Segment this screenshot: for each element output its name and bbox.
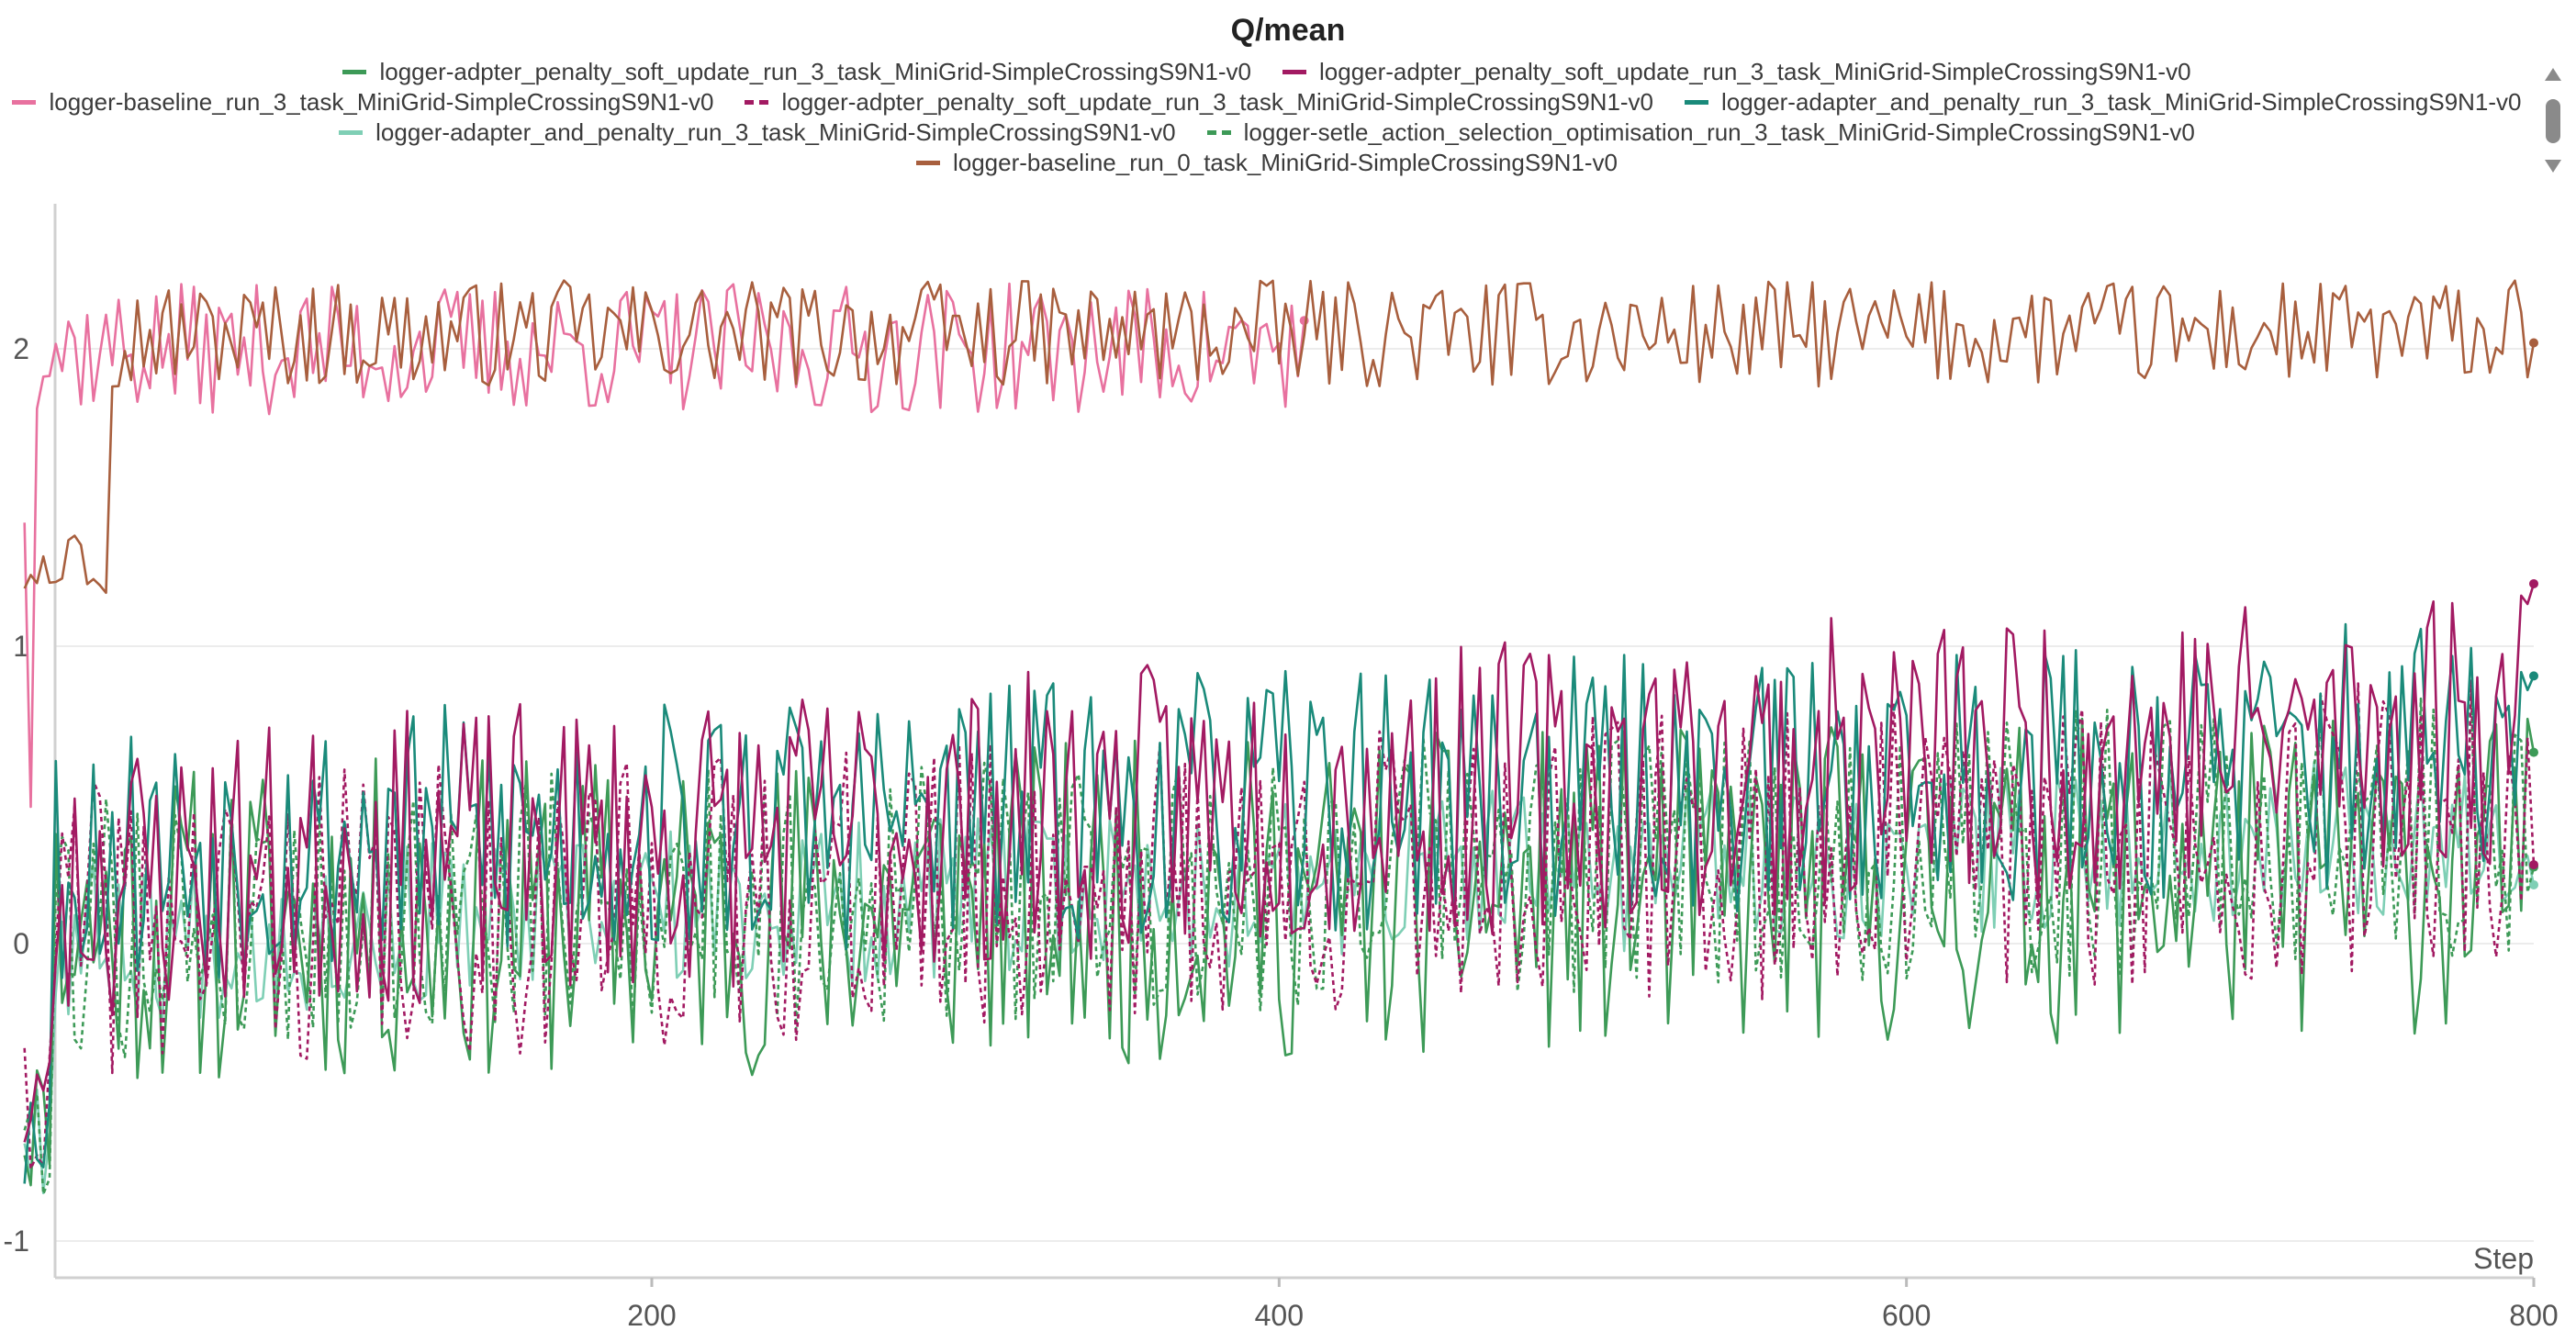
series-line[interactable] xyxy=(23,279,2536,595)
x-tick-label: 600 xyxy=(1882,1299,1931,1332)
legend-label: logger-adpter_penalty_soft_update_run_3_… xyxy=(379,58,1251,85)
legend-row: logger-baseline_run_0_task_MiniGrid-Simp… xyxy=(0,148,2534,178)
y-tick-label: 2 xyxy=(13,332,29,365)
y-tick-label: 0 xyxy=(13,927,29,960)
chart-title: Q/mean xyxy=(1230,13,1346,48)
series-line[interactable] xyxy=(23,622,2536,1184)
legend-swatch xyxy=(745,100,769,105)
y-tick-label: 1 xyxy=(13,630,29,663)
series-line[interactable] xyxy=(23,692,2536,1196)
legend-item[interactable]: logger-adapter_and_penalty_run_3_task_Mi… xyxy=(1685,88,2522,117)
scroll-down-icon[interactable] xyxy=(2545,160,2561,173)
legend-row: logger-baseline_run_3_task_MiniGrid-Simp… xyxy=(0,87,2534,117)
series-end-marker xyxy=(2529,578,2538,588)
legend-label: logger-baseline_run_0_task_MiniGrid-Simp… xyxy=(952,149,1618,176)
y-tick-label: -1 xyxy=(4,1225,29,1258)
legend-swatch xyxy=(1685,100,1709,105)
legend-label: logger-adpter_penalty_soft_update_run_3_… xyxy=(781,88,1654,116)
legend-scrollbar[interactable] xyxy=(2541,68,2565,178)
x-tick-label: 200 xyxy=(627,1299,676,1332)
legend-swatch xyxy=(1206,130,1231,135)
axes: -1 0 1 2 200 400 600 800 xyxy=(4,204,2559,1332)
legend-label: logger-adapter_and_penalty_run_3_task_Mi… xyxy=(375,118,1176,146)
legend-swatch xyxy=(339,130,364,135)
x-tick-label: 800 xyxy=(2509,1299,2558,1332)
series-end-marker xyxy=(2529,879,2538,889)
legend-label: logger-baseline_run_3_task_MiniGrid-Simp… xyxy=(49,88,714,116)
legend-item[interactable]: logger-adpter_penalty_soft_update_run_3_… xyxy=(1282,58,2191,86)
legend-label: logger-setle_action_selection_optimisati… xyxy=(1243,118,2195,146)
legend-label: logger-adpter_penalty_soft_update_run_3_… xyxy=(1319,58,2191,85)
legend-swatch xyxy=(342,70,367,74)
legend-item[interactable]: logger-setle_action_selection_optimisati… xyxy=(1206,118,2195,147)
legend-label: logger-adapter_and_penalty_run_3_task_Mi… xyxy=(1721,88,2522,116)
series-end-marker xyxy=(2529,338,2538,348)
legend-row: logger-adpter_penalty_soft_update_run_3_… xyxy=(0,57,2534,87)
legend-item[interactable]: logger-adpter_penalty_soft_update_run_3_… xyxy=(745,88,1653,117)
legend-swatch xyxy=(12,100,37,105)
x-tick-label: 400 xyxy=(1255,1299,1304,1332)
scroll-up-icon[interactable] xyxy=(2545,68,2561,81)
series xyxy=(23,279,2538,1196)
legend-swatch xyxy=(1282,70,1306,74)
series-end-marker xyxy=(2529,747,2538,757)
legend-item[interactable]: logger-baseline_run_0_task_MiniGrid-Simp… xyxy=(915,149,1618,177)
legend-row: logger-adapter_and_penalty_run_3_task_Mi… xyxy=(0,117,2534,148)
scroll-thumb[interactable] xyxy=(2546,99,2560,143)
series-line[interactable] xyxy=(23,583,2536,1143)
legend: logger-adpter_penalty_soft_update_run_3_… xyxy=(0,57,2534,178)
legend-swatch xyxy=(915,161,940,165)
series-end-marker xyxy=(2529,860,2538,870)
series-end-marker xyxy=(2529,671,2538,681)
x-axis-label: Step xyxy=(2473,1242,2534,1275)
legend-item[interactable]: logger-adpter_penalty_soft_update_run_3_… xyxy=(342,58,1251,86)
legend-item[interactable]: logger-baseline_run_3_task_MiniGrid-Simp… xyxy=(12,88,713,117)
legend-item[interactable]: logger-adapter_and_penalty_run_3_task_Mi… xyxy=(339,118,1176,147)
